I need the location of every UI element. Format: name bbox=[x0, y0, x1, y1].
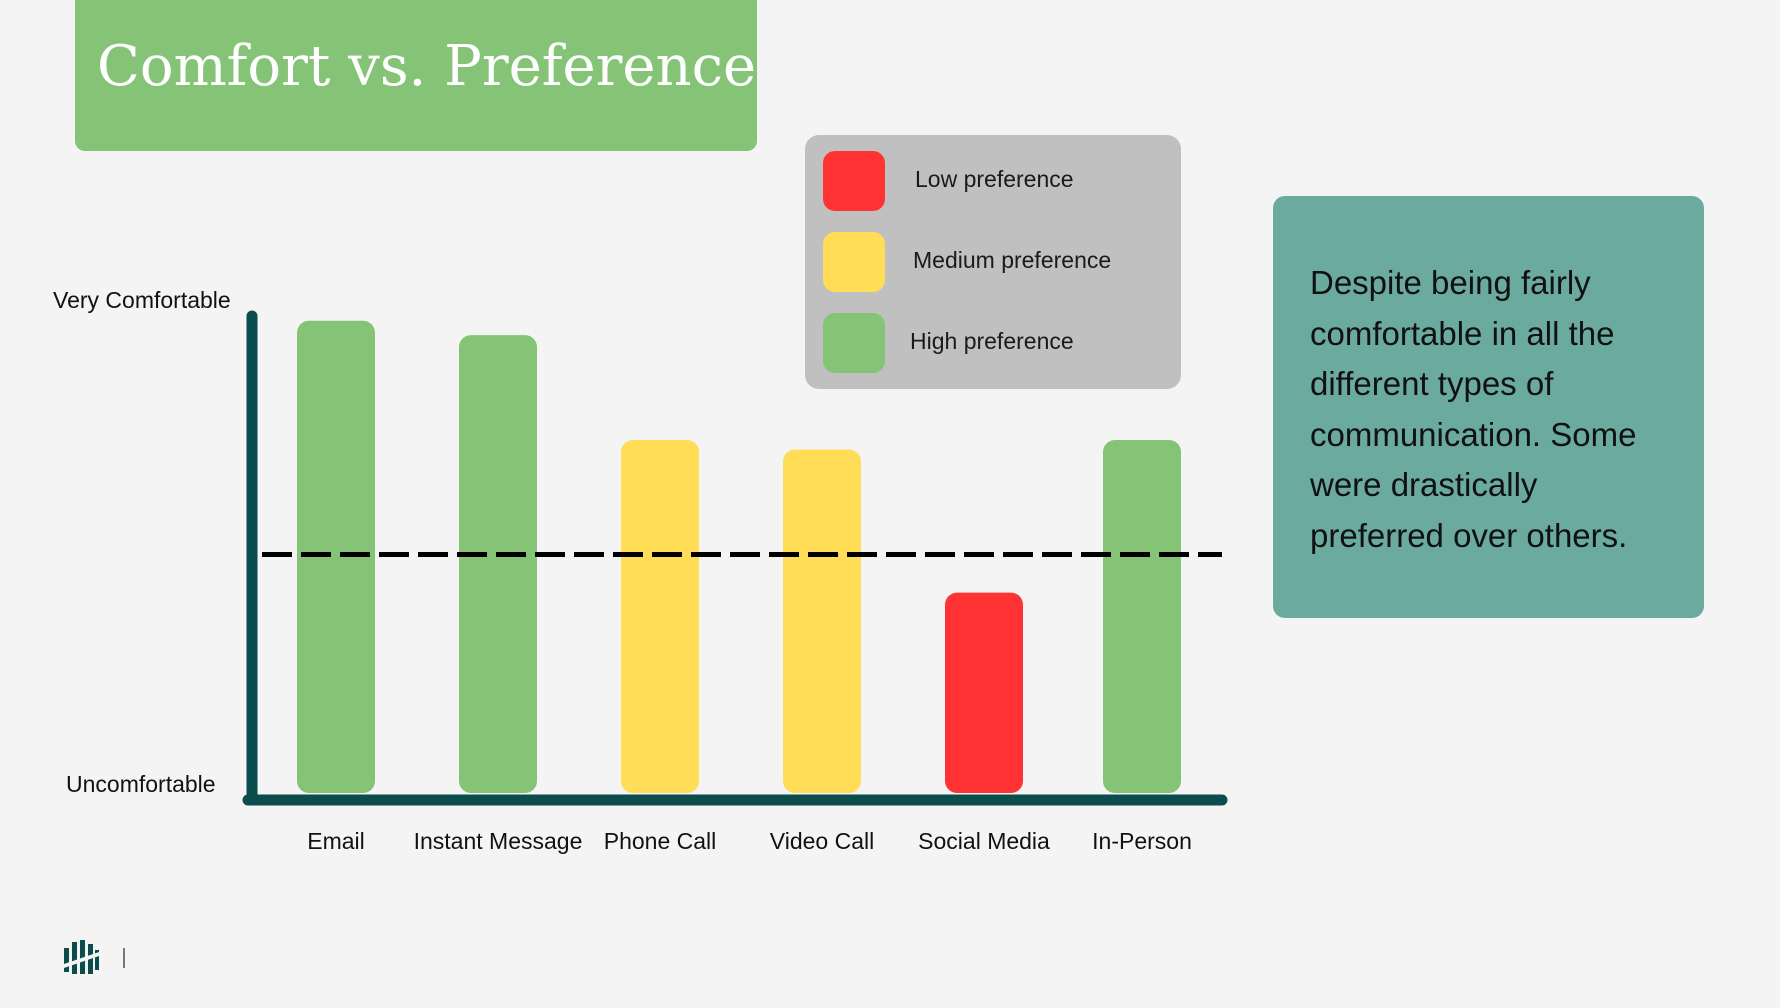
legend-swatch-medium bbox=[823, 232, 885, 292]
summary-text: Despite being fairly comfortable in all … bbox=[1310, 264, 1637, 554]
legend-label-high: High preference bbox=[910, 328, 1074, 354]
bar-email bbox=[297, 320, 375, 793]
slide-title: Comfort vs. Preference bbox=[97, 34, 757, 99]
legend-swatch-low bbox=[823, 151, 885, 211]
summary-callout: Despite being fairly comfortable in all … bbox=[1273, 196, 1704, 618]
bar-video-call bbox=[783, 449, 861, 793]
y-tick-label-bottom: Uncomfortable bbox=[66, 771, 216, 797]
x-tick-label: Email bbox=[307, 828, 365, 854]
chart-legend: Low preference Medium preference High pr… bbox=[805, 135, 1181, 389]
footer-separator bbox=[123, 948, 125, 968]
x-tick-label: Social Media bbox=[918, 828, 1050, 854]
legend-item-high: High preference bbox=[823, 313, 1173, 373]
legend-swatch-high bbox=[823, 313, 885, 373]
x-tick-label: Video Call bbox=[770, 828, 874, 854]
bar-instant-message bbox=[459, 335, 537, 793]
legend-label-medium: Medium preference bbox=[913, 247, 1112, 273]
x-tick-label: Instant Message bbox=[414, 828, 583, 854]
x-tick-label: In-Person bbox=[1092, 828, 1192, 854]
x-tick-label: Phone Call bbox=[604, 828, 717, 854]
legend-item-medium: Medium preference bbox=[823, 232, 1173, 292]
company-logo-icon bbox=[64, 940, 99, 974]
bar-social-media bbox=[945, 592, 1023, 793]
legend-item-low: Low preference bbox=[823, 151, 1173, 211]
title-banner: Comfort vs. Preference bbox=[75, 0, 757, 151]
y-tick-label-top: Very Comfortable bbox=[53, 287, 231, 313]
bar-phone-call bbox=[621, 440, 699, 793]
legend-label-low: Low preference bbox=[915, 166, 1074, 192]
bar-in-person bbox=[1103, 440, 1181, 793]
